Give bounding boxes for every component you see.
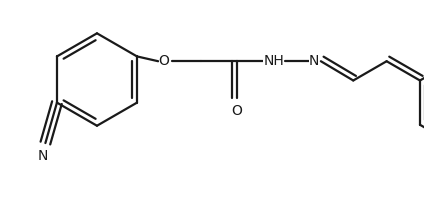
Text: N: N [37,149,48,163]
Text: O: O [232,104,243,118]
Text: O: O [159,54,170,68]
Text: N: N [309,54,319,68]
Text: NH: NH [264,54,284,68]
